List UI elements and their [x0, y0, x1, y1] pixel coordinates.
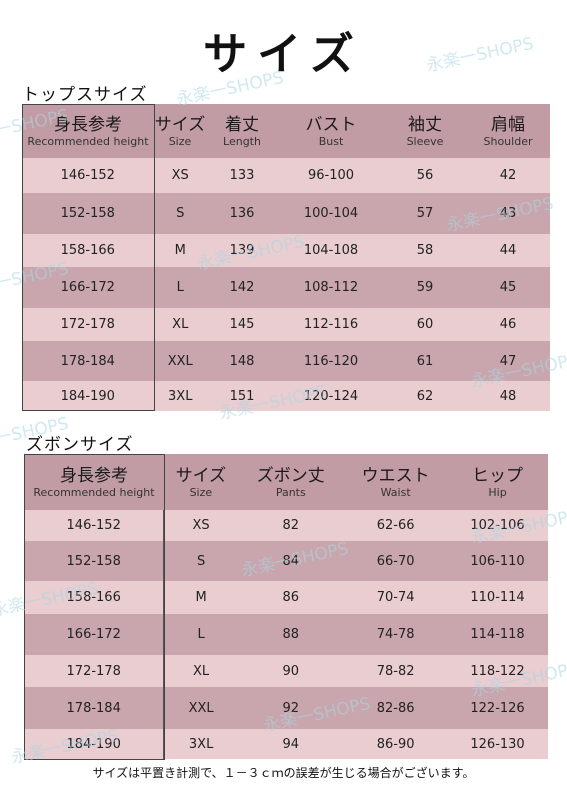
table-row: 172-178 XL 145 112-116 60 46	[22, 308, 550, 341]
table-row: 158-166 M 86 70-74 110-114	[24, 581, 548, 614]
pants-header-waist: ウエスト Waist	[343, 454, 448, 510]
table-row: 184-190 3XL 94 86-90 126-130	[24, 729, 548, 759]
table-row: 166-172 L 142 108-112 59 45	[22, 267, 550, 308]
pants-size-table: 身長参考 Recommended height サイズ Size ズボン丈 Pants…	[24, 454, 548, 759]
table-row: 158-166 M 139 104-108 58 44	[22, 234, 550, 267]
pants-header-row: 身長参考 Recommended height サイズ Size ズボン丈 Pants…	[24, 454, 548, 510]
table-row: 152-158 S 136 100-104 57 43	[22, 193, 550, 234]
pants-header-hip: ヒップ Hip	[447, 454, 548, 510]
table-row: 172-178 XL 90 78-82 118-122	[24, 655, 548, 687]
table-row: 184-190 3XL 151 120-124 62 48	[22, 381, 550, 411]
pants-header-pants-length: ズボン丈 Pants	[237, 454, 344, 510]
table-row: 146-152 XS 82 62-66 102-106	[24, 510, 548, 541]
measurement-note: サイズは平置き計測で、１－３ｃｍの誤差が生じる場合がございます。	[92, 766, 475, 780]
pants-section-label: ズボンサイズ	[26, 435, 134, 455]
tops-header-row: 身長参考 Recommended height サイズ Size 着丈 Length …	[22, 104, 550, 158]
tops-header-shoulder: 肩幅 Shoulder	[466, 104, 550, 158]
pants-header-size: サイズ Size	[163, 454, 238, 510]
tops-section-label: トップスサイズ	[22, 85, 148, 105]
tops-header-size: サイズ Size	[154, 104, 206, 158]
tops-size-table: 身長参考 Recommended height サイズ Size 着丈 Length …	[22, 104, 550, 411]
page-title: サイズ	[203, 29, 364, 80]
table-row: 178-184 XXL 92 82-86 122-126	[24, 687, 548, 729]
table-row: 178-184 XXL 148 116-120 61 47	[22, 341, 550, 381]
table-row: 146-152 XS 133 96-100 56 42	[22, 158, 550, 193]
table-row: 166-172 L 88 74-78 114-118	[24, 614, 548, 655]
tops-header-height: 身長参考 Recommended height	[22, 104, 154, 158]
tops-header-length: 着丈 Length	[206, 104, 278, 158]
tops-header-sleeve: 袖丈 Sleeve	[384, 104, 466, 158]
pants-header-height: 身長参考 Recommended height	[24, 454, 164, 510]
tops-header-bust: バスト Bust	[278, 104, 384, 158]
table-row: 152-158 S 84 66-70 106-110	[24, 541, 548, 581]
